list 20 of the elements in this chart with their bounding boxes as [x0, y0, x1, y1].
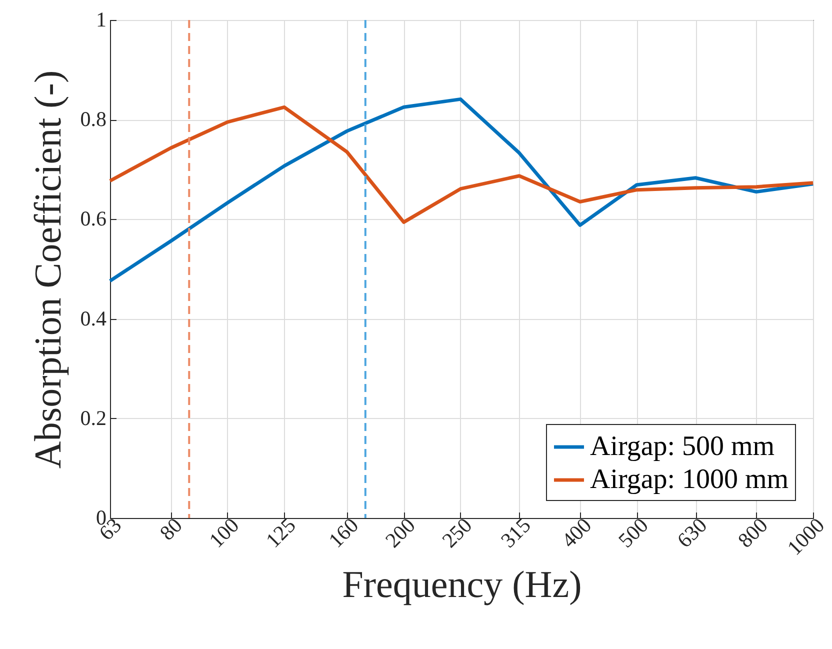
y-axis-title: Absorption Coefficient (-) [27, 70, 70, 469]
x-tick-label: 80 [154, 513, 187, 545]
x-tick-label: 315 [496, 513, 536, 552]
y-tick-label: 0.6 [80, 206, 106, 231]
x-tick-label: 400 [556, 513, 596, 552]
x-tick-label: 250 [437, 513, 477, 552]
y-tick-label: 0.4 [80, 306, 107, 330]
x-tick-label: 630 [672, 513, 712, 552]
legend-label: Airgap: 1000 mm [590, 464, 789, 495]
x-tick-label: 800 [733, 513, 772, 552]
y-tick-label: 0.8 [80, 107, 106, 132]
y-tick-label: 1 [96, 8, 106, 32]
y-tick-label: 0.2 [80, 406, 106, 430]
x-tick-label: 160 [324, 513, 364, 552]
x-tick-label: 200 [380, 513, 420, 552]
x-axis-title: Frequency (Hz) [342, 564, 582, 606]
legend-label: Airgap: 500 mm [590, 431, 775, 462]
x-tick-label: 500 [614, 513, 653, 552]
x-tick-label: 125 [261, 513, 300, 552]
x-tick-label: 100 [204, 513, 244, 552]
